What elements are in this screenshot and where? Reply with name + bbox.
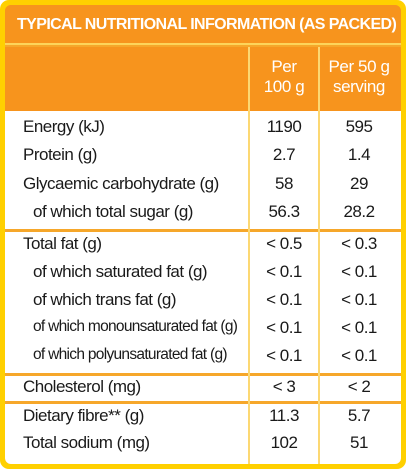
value-per-100g: 2.7 [272, 145, 296, 164]
row-label: Total sodium (mg) [23, 433, 150, 452]
column-header-per-100g: Per 100 g [250, 47, 318, 111]
value-per-serving: 51 [350, 433, 368, 452]
value-per-serving: < 0.1 [341, 262, 377, 281]
nutrition-table: TYPICAL NUTRITIONAL INFORMATION (AS PACK… [5, 5, 401, 464]
value-per-serving: < 0.1 [341, 318, 377, 337]
value-per-100g: 58 [275, 174, 293, 193]
value-per-serving: 595 [345, 117, 373, 136]
value-per-serving: 28.2 [343, 202, 375, 221]
column-header-line: serving [332, 77, 385, 96]
row-label: of which total sugar (g) [33, 202, 193, 221]
table-body [5, 111, 401, 464]
column-header-line: Per [271, 57, 297, 76]
column-divider [248, 47, 250, 464]
column-header-per-serving: Per 50 g serving [320, 47, 398, 111]
value-per-100g: 56.3 [268, 202, 300, 221]
value-per-100g: < 0.5 [266, 234, 302, 253]
value-per-serving: 1.4 [347, 145, 371, 164]
column-header-line: Per 50 g [328, 57, 390, 76]
row-label: Energy (kJ) [23, 117, 105, 136]
column-header-row: Per 100 g Per 50 g serving [5, 47, 401, 111]
table-title: TYPICAL NUTRITIONAL INFORMATION (AS PACK… [5, 5, 401, 45]
row-label: Dietary fibre** (g) [23, 406, 144, 425]
value-per-serving: < 0.1 [341, 290, 377, 309]
row-divider [5, 401, 401, 404]
row-label: of which saturated fat (g) [33, 262, 208, 281]
value-per-100g: < 0.1 [266, 262, 302, 281]
row-label: Total fat (g) [23, 234, 102, 253]
value-per-100g: < 0.1 [266, 318, 302, 337]
value-per-100g: 11.3 [269, 406, 299, 425]
value-per-100g: 102 [270, 433, 298, 452]
row-label: Glycaemic carbohydrate (g) [23, 174, 219, 193]
value-per-100g: < 0.1 [266, 346, 302, 365]
column-divider [318, 47, 320, 464]
value-per-serving: 29 [350, 174, 368, 193]
value-per-100g: 1190 [266, 117, 302, 136]
row-label: Cholesterol (mg) [23, 377, 141, 396]
row-divider [5, 229, 401, 232]
value-per-serving: 5.7 [347, 406, 371, 425]
row-label: Protein (g) [23, 145, 97, 164]
row-label: of which trans fat (g) [33, 290, 177, 309]
row-label: of which monounsaturated fat (g) [33, 318, 238, 335]
value-per-100g: < 3 [272, 377, 296, 396]
value-per-serving: < 0.3 [341, 234, 377, 253]
column-header-line: 100 g [263, 77, 305, 96]
value-per-serving: < 2 [347, 377, 371, 396]
row-label: of which polyunsaturated fat (g) [33, 346, 228, 363]
row-divider [5, 373, 401, 376]
value-per-serving: < 0.1 [341, 346, 377, 365]
value-per-100g: < 0.1 [266, 290, 302, 309]
